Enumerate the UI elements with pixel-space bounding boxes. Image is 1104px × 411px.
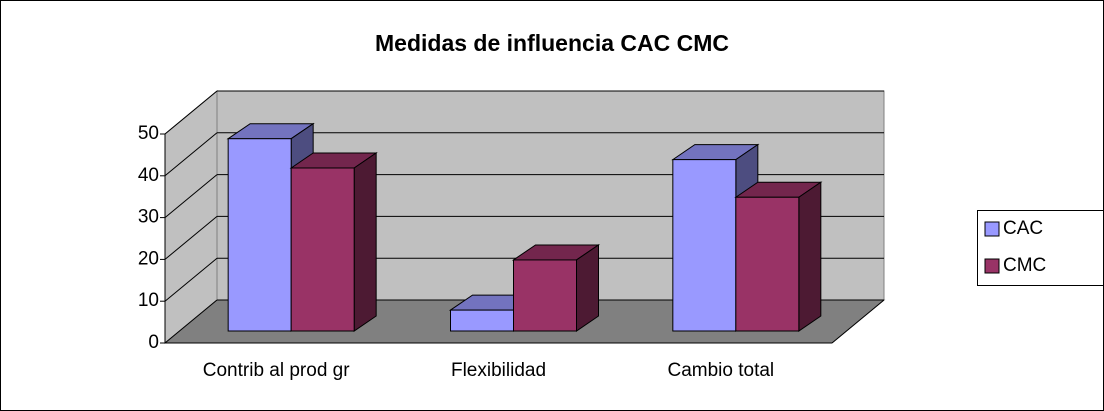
bar <box>227 138 292 332</box>
y-tick-label: 50 <box>138 123 159 144</box>
floor-edge <box>831 299 885 344</box>
grid-line <box>164 257 218 302</box>
legend-swatch <box>984 258 1000 274</box>
grid-line <box>164 174 218 218</box>
chart-title: Medidas de influencia CAC CMC <box>375 30 729 56</box>
bar <box>450 309 514 332</box>
bar-side <box>353 152 377 332</box>
grid-line <box>164 299 218 344</box>
x-tick-label: Contrib al prod gr <box>203 360 350 381</box>
legend-label: CAC <box>1003 218 1043 239</box>
y-tick-label: 0 <box>148 332 159 353</box>
bar <box>290 167 355 332</box>
y-tick-label: 10 <box>138 290 159 311</box>
legend-label: CMC <box>1003 255 1046 276</box>
grid-line <box>164 216 218 260</box>
x-tick-label: Cambio total <box>667 360 774 381</box>
legend-swatch <box>984 221 1000 237</box>
bar <box>735 196 800 332</box>
bar <box>513 259 577 332</box>
bar-side <box>576 243 599 332</box>
side-wall <box>164 89 218 345</box>
grid-line <box>164 132 218 177</box>
x-tick-label: Flexibilidad <box>451 360 546 381</box>
bar <box>672 159 737 332</box>
grid-line <box>164 90 218 135</box>
y-tick-label: 40 <box>138 165 159 186</box>
y-tick-label: 30 <box>138 207 159 228</box>
y-tick-label: 20 <box>138 248 159 269</box>
bar-side <box>798 181 822 332</box>
